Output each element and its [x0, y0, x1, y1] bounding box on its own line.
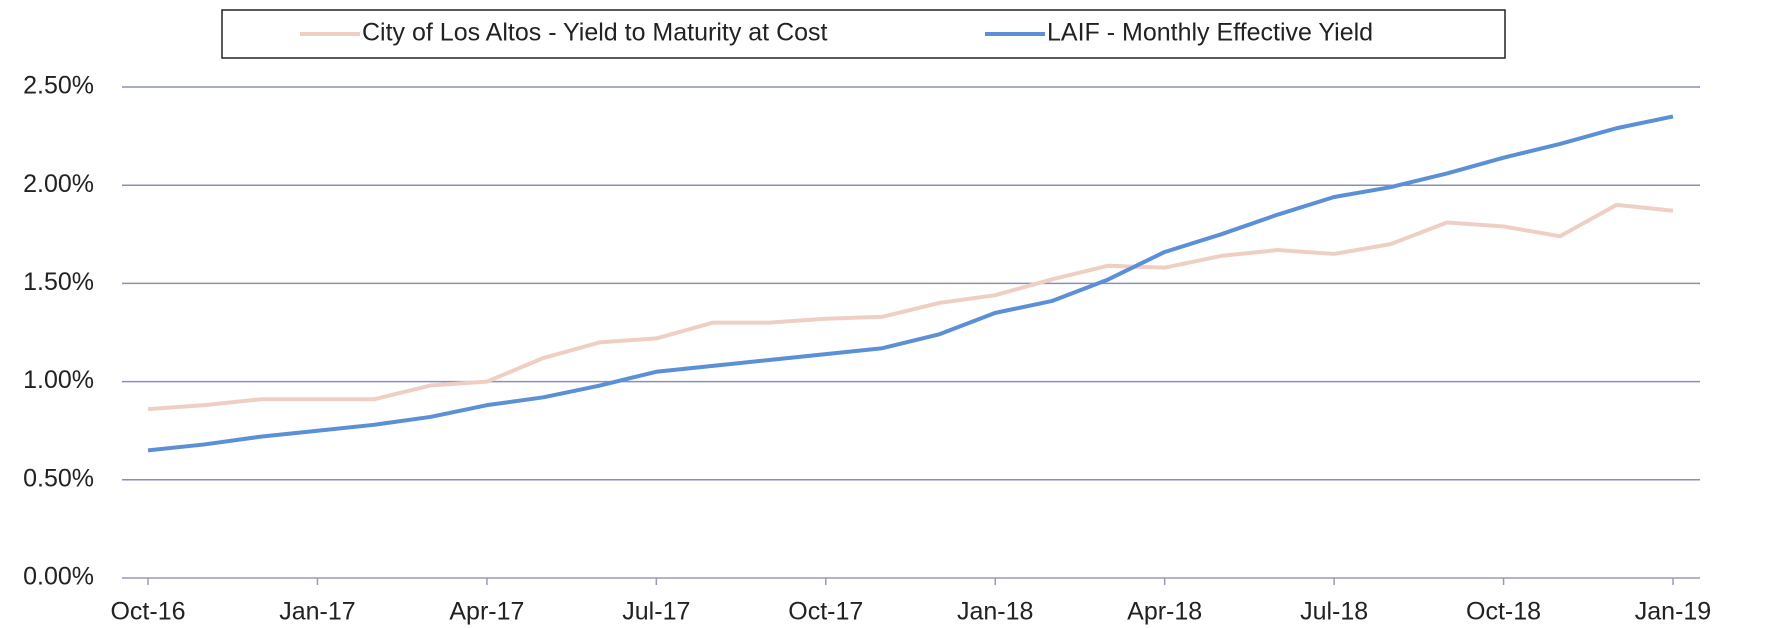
y-tick-label: 0.00%: [23, 563, 94, 591]
x-tick-label: Oct-17: [788, 598, 863, 626]
series-line: [147, 202, 1674, 412]
y-tick-label: 2.00%: [23, 170, 94, 198]
legend-box: [221, 9, 1506, 59]
legend-label: LAIF - Monthly Effective Yield: [1047, 19, 1373, 47]
x-tick-label: Jan-19: [1635, 598, 1711, 626]
x-tick-label: Jan-18: [957, 598, 1033, 626]
series-line: [147, 114, 1674, 453]
x-tick-label: Jan-17: [279, 598, 355, 626]
x-tick-label: Jul-17: [622, 598, 690, 626]
y-tick-label: 1.00%: [23, 366, 94, 394]
x-tick-label: Apr-17: [449, 598, 524, 626]
x-tick-label: Apr-18: [1127, 598, 1202, 626]
y-tick-label: 0.50%: [23, 464, 94, 492]
y-tick-label: 1.50%: [23, 268, 94, 296]
x-tick-label: Jul-18: [1300, 598, 1368, 626]
x-tick-label: Oct-18: [1466, 598, 1541, 626]
legend-label: City of Los Altos - Yield to Maturity at…: [362, 19, 828, 47]
y-tick-label: 2.50%: [23, 72, 94, 100]
x-tick-label: Oct-16: [110, 598, 185, 626]
